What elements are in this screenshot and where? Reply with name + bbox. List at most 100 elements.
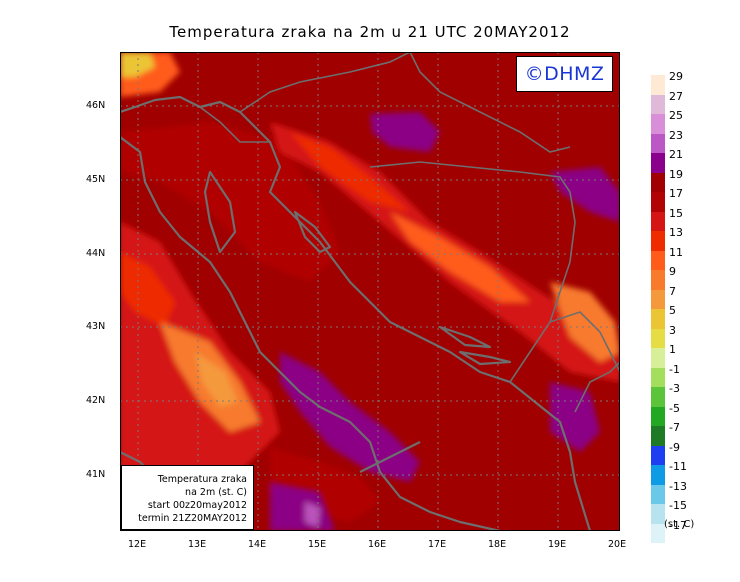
info-line-1: Temperatura zraka — [157, 474, 247, 485]
legend-label: 7 — [669, 284, 676, 298]
legend-swatch-11 — [651, 250, 665, 270]
legend-swatch-21 — [651, 153, 665, 173]
apennine-zone-1 — [120, 252, 175, 327]
legend-swatch--1 — [651, 367, 665, 387]
montenegro-highlands — [550, 282, 620, 362]
legend-label: 11 — [669, 245, 683, 259]
legend-label: -15 — [669, 499, 687, 512]
legend-label: -5 — [669, 401, 680, 415]
legend-label: -9 — [669, 440, 680, 454]
legend-swatch-15 — [651, 211, 665, 231]
legend-label: 27 — [669, 89, 683, 103]
legend-label: 19 — [669, 167, 683, 181]
legend-swatch-19 — [651, 172, 665, 192]
legend-label: 9 — [669, 265, 676, 278]
legend-label: 25 — [669, 109, 683, 122]
island-hvar — [458, 350, 512, 366]
legend-swatch-3 — [651, 328, 665, 348]
border-montenegro — [509, 311, 601, 383]
lon-label-16e: 16E — [368, 539, 387, 550]
borders — [199, 52, 620, 413]
legend-label: -1 — [669, 362, 680, 376]
legend-swatch-17 — [651, 192, 665, 212]
lat-label-41n: 41N — [86, 469, 106, 480]
lon-label-20e: 20E — [608, 539, 627, 550]
legend-swatch-13 — [651, 231, 665, 251]
legend-swatch-7 — [651, 289, 665, 309]
lon-label-13e: 13E — [188, 539, 207, 550]
legend-label: -7 — [669, 421, 680, 434]
legend-label: -13 — [669, 479, 687, 493]
info-line-3: start 00z20may2012 — [147, 500, 247, 511]
lat-label-45n: 45N — [86, 174, 106, 185]
legend-label: -3 — [669, 382, 680, 395]
dinaric-cool-band — [390, 212, 530, 302]
lat-label-43n: 43N — [86, 321, 106, 332]
border-croatia-bosnia-north — [369, 161, 571, 193]
temperature-field — [120, 52, 620, 531]
grid-lines — [120, 52, 620, 531]
legend-swatch-29 — [651, 75, 665, 95]
legend-swatch--5 — [651, 406, 665, 426]
legend-swatch-9 — [651, 270, 665, 290]
map-border — [120, 52, 620, 531]
border-croatia-hungary — [409, 52, 571, 153]
legend-label: 21 — [669, 148, 683, 161]
info-line-4: termin 21Z20MAY2012 — [138, 513, 247, 524]
lon-label-18e: 18E — [488, 539, 507, 550]
island-brac — [438, 325, 492, 349]
lon-label-15e: 15E — [308, 539, 327, 550]
velebit-cool-band — [290, 132, 410, 212]
border-slovenia-croatia — [199, 106, 270, 143]
legend-unit: (st. C) — [664, 519, 695, 530]
legend-swatch--3 — [651, 387, 665, 407]
lon-label-17e: 17E — [428, 539, 447, 550]
island-krk — [293, 210, 332, 254]
copyright-badge: ©DHMZ — [516, 56, 613, 92]
lon-label-14e: 14E — [248, 539, 267, 550]
border-slovenia-austria-hungary — [239, 52, 411, 113]
legend-label: -17 — [669, 518, 687, 532]
coastline-italy — [120, 136, 501, 531]
apennine-peak-1 — [195, 352, 238, 407]
legend-swatch-23 — [651, 133, 665, 153]
lat-label-42n: 42N — [86, 395, 106, 406]
border-bosnia-serbia — [549, 191, 576, 323]
legend-swatch-1 — [651, 348, 665, 368]
info-box: Temperatura zraka na 2m (st. C) start 00… — [121, 465, 254, 530]
legend-swatch--15 — [651, 504, 665, 524]
legend-swatch-27 — [651, 94, 665, 114]
map-title: Temperatura zraka na 2m u 21 UTC 20MAY20… — [169, 23, 571, 41]
sea-warm-zone-south — [120, 382, 180, 462]
legend-label: 13 — [669, 226, 683, 239]
warm-patch-albania — [550, 382, 600, 452]
legend-swatch--13 — [651, 484, 665, 504]
lon-label-19e: 19E — [548, 539, 567, 550]
legend-label: 3 — [669, 323, 676, 337]
coastline-east-adriatic — [120, 95, 592, 531]
lat-label-46n: 46N — [86, 100, 106, 111]
legend-label: 5 — [669, 304, 676, 317]
warm-patch-serbia — [550, 167, 620, 222]
temperature-map — [120, 52, 620, 531]
lat-label-44n: 44N — [86, 248, 106, 259]
istria-coast — [203, 170, 237, 254]
legend-label: 17 — [669, 187, 683, 200]
warm-spot-23 — [305, 502, 320, 527]
legend-swatch-5 — [651, 309, 665, 329]
warm-patch-pannonian — [370, 112, 440, 152]
legend-label: 15 — [669, 206, 683, 220]
legend-swatch--9 — [651, 445, 665, 465]
border-albania — [574, 361, 620, 413]
legend-swatch--11 — [651, 465, 665, 485]
legend-swatch--7 — [651, 426, 665, 446]
legend-label: -11 — [669, 460, 687, 473]
legend-label: 29 — [669, 70, 683, 83]
warm-patch-adriatic-south — [280, 352, 420, 482]
lon-label-12e: 12E — [128, 539, 147, 550]
legend-label: 1 — [669, 343, 676, 356]
legend-swatch-25 — [651, 114, 665, 134]
info-line-2: na 2m (st. C) — [185, 487, 247, 498]
gargano-coast — [359, 441, 421, 473]
legend-swatch--17 — [651, 523, 665, 543]
